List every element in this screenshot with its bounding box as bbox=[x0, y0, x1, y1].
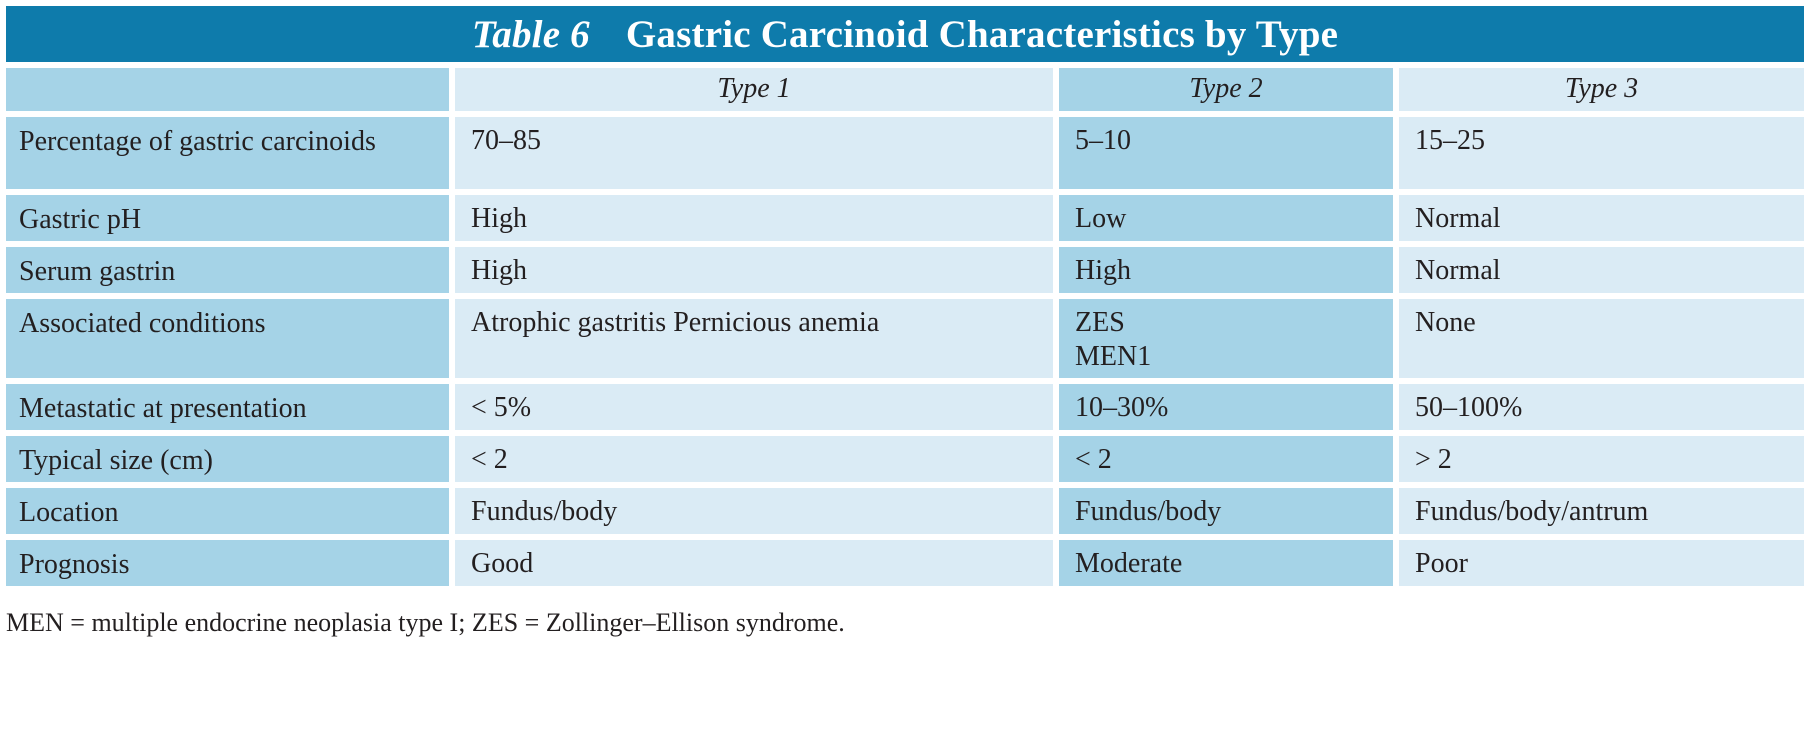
table-row-location: Location Fundus/body Fundus/body Fundus/… bbox=[6, 488, 1805, 535]
cell-type3: 15–25 bbox=[1399, 117, 1805, 189]
row-label: Location bbox=[6, 488, 449, 535]
cell-type1: High bbox=[455, 247, 1053, 293]
cell-type2: < 2 bbox=[1059, 436, 1393, 483]
table-title: Table 6 Gastric Carcinoid Characteristics… bbox=[6, 6, 1805, 62]
cell-type3: 50–100% bbox=[1399, 384, 1805, 431]
cell-type1: Good bbox=[455, 540, 1053, 587]
cell-type1: Atrophic gastritis Pernicious anemia bbox=[455, 299, 1053, 379]
cell-type3: None bbox=[1399, 299, 1805, 379]
row-label: Gastric pH bbox=[6, 195, 449, 241]
cell-type3: Poor bbox=[1399, 540, 1805, 587]
table-row-typical-size: Typical size (cm) < 2 < 2 > 2 bbox=[6, 436, 1805, 483]
cell-type3: Normal bbox=[1399, 195, 1805, 241]
row-label: Typical size (cm) bbox=[6, 436, 449, 483]
cell-type1: High bbox=[455, 195, 1053, 241]
table-row-associated-conditions: Associated conditions Atrophic gastritis… bbox=[6, 299, 1805, 379]
cell-type1: < 2 bbox=[455, 436, 1053, 483]
title-row: Table 6 Gastric Carcinoid Characteristics… bbox=[6, 6, 1805, 62]
cell-type2: High bbox=[1059, 247, 1393, 293]
row-label: Percentage of gastric carcinoids bbox=[6, 117, 449, 189]
column-header-type2: Type 2 bbox=[1059, 68, 1393, 111]
row-label: Associated conditions bbox=[6, 299, 449, 379]
cell-type2: 10–30% bbox=[1059, 384, 1393, 431]
cell-type2: Moderate bbox=[1059, 540, 1393, 587]
table-row-gastric-ph: Gastric pH High Low Normal bbox=[6, 195, 1805, 241]
cell-type2: Low bbox=[1059, 195, 1393, 241]
table-row-prognosis: Prognosis Good Moderate Poor bbox=[6, 540, 1805, 587]
cell-type2: ZES MEN1 bbox=[1059, 299, 1393, 379]
table-title-text: Gastric Carcinoid Characteristics by Typ… bbox=[625, 12, 1339, 56]
footnote: MEN = multiple endocrine neoplasia type … bbox=[6, 608, 845, 638]
corner-cell bbox=[6, 68, 449, 111]
table-row-metastatic: Metastatic at presentation < 5% 10–30% 5… bbox=[6, 384, 1805, 431]
cell-type1: Fundus/body bbox=[455, 488, 1053, 535]
gastric-carcinoid-table: Table 6 Gastric Carcinoid Characteristics… bbox=[6, 6, 1805, 587]
cell-type1: 70–85 bbox=[455, 117, 1053, 189]
column-header-type3: Type 3 bbox=[1399, 68, 1805, 111]
row-label: Metastatic at presentation bbox=[6, 384, 449, 431]
column-header-type1: Type 1 bbox=[455, 68, 1053, 111]
cell-type3: Normal bbox=[1399, 247, 1805, 293]
column-header-row: Type 1 Type 2 Type 3 bbox=[6, 68, 1805, 111]
cell-type2: Fundus/body bbox=[1059, 488, 1393, 535]
table-number: Table 6 bbox=[471, 12, 590, 56]
cell-type3: > 2 bbox=[1399, 436, 1805, 483]
cell-type1: < 5% bbox=[455, 384, 1053, 431]
table-row-percentage: Percentage of gastric carcinoids 70–85 5… bbox=[6, 117, 1805, 189]
cell-type3: Fundus/body/antrum bbox=[1399, 488, 1805, 535]
table-row-serum-gastrin: Serum gastrin High High Normal bbox=[6, 247, 1805, 293]
cell-type2: 5–10 bbox=[1059, 117, 1393, 189]
row-label: Serum gastrin bbox=[6, 247, 449, 293]
row-label: Prognosis bbox=[6, 540, 449, 587]
